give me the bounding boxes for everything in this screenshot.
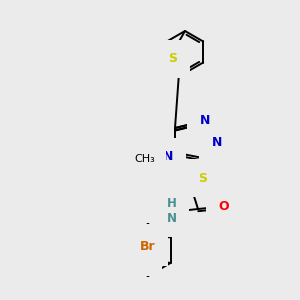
Text: S: S xyxy=(199,172,208,184)
Text: CH₃: CH₃ xyxy=(130,255,151,265)
Text: N: N xyxy=(163,151,173,164)
Text: N: N xyxy=(212,136,222,149)
Text: Br: Br xyxy=(140,241,156,254)
Text: N: N xyxy=(200,113,210,127)
Text: CH₃: CH₃ xyxy=(130,235,151,245)
Text: CH₃: CH₃ xyxy=(135,154,155,164)
Text: H
N: H N xyxy=(167,197,177,225)
Text: S: S xyxy=(169,52,178,65)
Text: O: O xyxy=(219,200,229,214)
